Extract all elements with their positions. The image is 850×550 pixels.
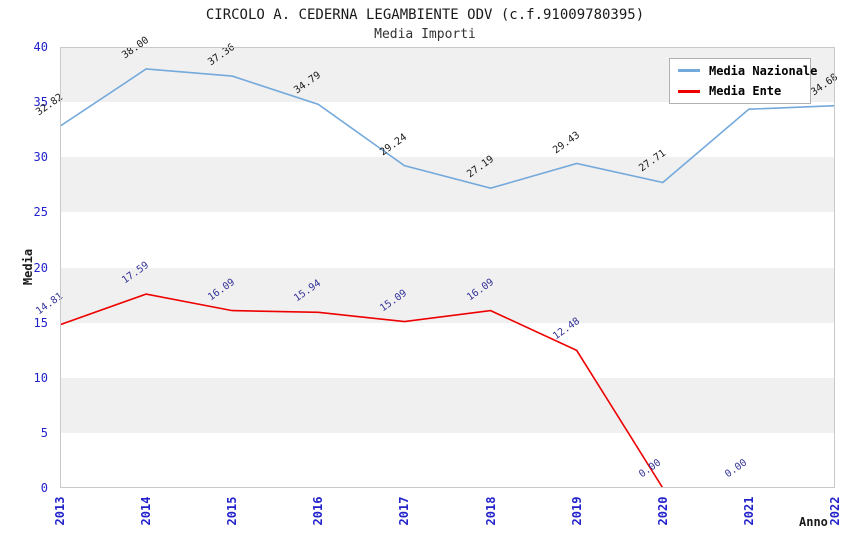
- plot-band: [60, 102, 835, 158]
- x-tick-label: 2021: [741, 496, 756, 526]
- x-tick-label: 2022: [828, 496, 842, 526]
- y-tick-label: 25: [33, 205, 48, 220]
- x-tick-label: 2020: [655, 496, 670, 526]
- plot-area: [60, 47, 835, 488]
- line-media-ente: [60, 293, 749, 488]
- legend-label-media-ente: Media Ente: [709, 84, 782, 99]
- legend-swatch-media-ente: [678, 89, 700, 93]
- x-tick-label: 2017: [397, 496, 412, 526]
- y-tick-label: 15: [33, 315, 48, 330]
- plot-band: [60, 377, 835, 433]
- y-tick-label: 5: [40, 425, 48, 440]
- plot-band: [60, 157, 835, 213]
- chart-title: CIRCOLO A. CEDERNA LEGAMBIENTE ODV (c.f.…: [205, 7, 645, 23]
- y-tick-label: 0: [40, 481, 48, 495]
- x-tick-label: 2016: [311, 496, 326, 526]
- x-axis-title: Anno: [799, 515, 828, 529]
- plot-band: [60, 322, 835, 378]
- x-tick-label: 2013: [53, 496, 67, 526]
- line-media-nazionale: [60, 68, 835, 190]
- plot-band: [60, 432, 835, 488]
- legend-item-media-nazionale: Media Nazionale: [670, 62, 817, 80]
- y-tick-label: 20: [33, 260, 48, 275]
- plot-band: [60, 212, 835, 268]
- x-tick-label: 2015: [225, 496, 240, 526]
- x-tick-label: 2018: [483, 496, 498, 526]
- y-tick-label: 40: [33, 40, 48, 54]
- legend: Media Nazionale Media Ente: [669, 58, 817, 104]
- legend-swatch-media-nazionale: [678, 69, 700, 73]
- chart-subtitle: Media Importi: [374, 27, 476, 42]
- legend-item-media-ente: Media Ente: [670, 82, 810, 100]
- y-tick-label: 10: [33, 370, 48, 385]
- plot-band: [60, 267, 835, 323]
- legend-label-media-nazionale: Media Nazionale: [709, 63, 818, 78]
- x-tick-label: 2014: [139, 496, 154, 526]
- y-tick-label: 35: [33, 95, 48, 110]
- y-tick-label: 30: [33, 150, 48, 165]
- series-lines: [60, 68, 835, 488]
- x-tick-label: 2019: [569, 496, 584, 526]
